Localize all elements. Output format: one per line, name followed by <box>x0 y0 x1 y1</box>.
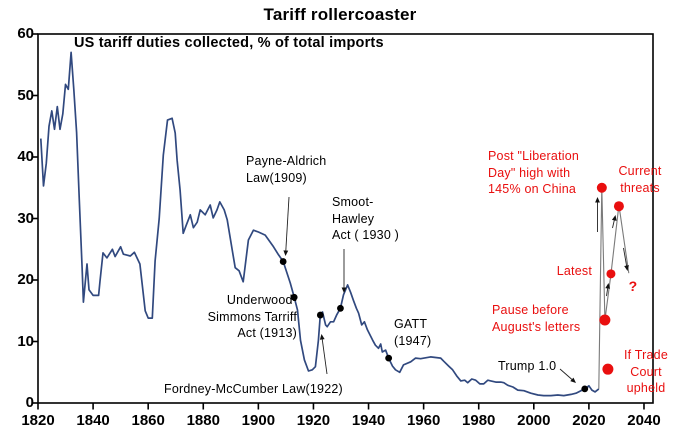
milestone-dot <box>581 385 589 393</box>
milestone-dot <box>337 304 344 312</box>
annotation-liberation-day: Post "Liberation Day" high with 145% on Ch… <box>488 148 579 198</box>
scenario-dot <box>606 269 616 279</box>
annotation-line: Payne-Aldrich <box>246 154 327 168</box>
historical-tariff-line <box>39 51 600 397</box>
y-tick-label: 40 <box>17 148 34 165</box>
annotation-underwood-simmons: Underwood- Simmons Tarriff Act (1913) <box>208 292 297 342</box>
annotation-trump-1-0: Trump 1.0 <box>498 358 556 375</box>
x-tick-label: 1900 <box>241 412 276 429</box>
annotation-line: Day" high with <box>488 165 571 180</box>
annotation-question-mark: ? <box>629 278 638 295</box>
annotation-line: Fordney-McCumber Law(1922) <box>164 382 343 396</box>
x-tick-label: 1880 <box>186 412 220 429</box>
chart-subtitle: US tariff duties collected, % of total i… <box>74 35 384 51</box>
milestone-dot <box>316 311 324 319</box>
y-tick-label: 10 <box>17 332 34 350</box>
x-tick-label: 1920 <box>296 412 331 429</box>
annotation-arrowhead <box>611 215 617 221</box>
x-tick-label: 2000 <box>517 412 551 429</box>
annotation-arrowhead <box>570 377 576 383</box>
annotation-line: August's letters <box>492 319 581 334</box>
milestone-dot <box>279 258 287 265</box>
annotation-line: Post "Liberation <box>488 149 580 163</box>
x-tick-label: 2020 <box>572 412 606 429</box>
annotation-line: ? <box>628 278 638 294</box>
annotation-line: Act ( 1930 ) <box>332 228 400 242</box>
annotation-line: Pause before <box>492 303 569 317</box>
annotation-line: 145% on China <box>488 182 577 196</box>
y-tick-label: 0 <box>25 394 34 411</box>
x-tick-label: 1940 <box>351 412 386 429</box>
annotation-line: Hawley <box>332 211 375 226</box>
annotation-line: upheld <box>626 381 666 395</box>
chart-title: Tariff rollercoaster <box>263 5 417 24</box>
scenario-dot <box>602 363 614 375</box>
x-tick-label: 1840 <box>76 412 110 429</box>
x-tick-label: 1980 <box>462 412 496 429</box>
annotation-payne-aldrich: Payne-Aldrich Law(1909) <box>246 153 326 186</box>
x-tick-label: 1820 <box>21 412 55 429</box>
milestone-dot <box>385 354 393 362</box>
annotation-arrowhead <box>341 287 347 293</box>
milestone-dot <box>290 293 298 301</box>
annotation-pause-before-letters: Pause before August's letters <box>492 302 580 335</box>
scenario-dot <box>596 182 607 193</box>
annotation-line: Underwood- <box>226 293 297 307</box>
annotation-arrow <box>285 196 290 253</box>
y-tick-label: 30 <box>17 209 34 227</box>
annotation-arrowhead <box>319 334 325 340</box>
annotation-arrow <box>321 337 328 375</box>
annotation-line: Trump 1.0 <box>498 359 557 373</box>
annotation-line: Latest <box>556 264 592 278</box>
annotation-arrow <box>623 247 628 268</box>
annotation-arrowhead <box>595 197 600 203</box>
annotation-line: If Trade <box>624 348 668 362</box>
annotation-smoot-hawley: Smoot- Hawley Act ( 1930 ) <box>332 194 399 244</box>
annotation-line: Court <box>630 364 662 379</box>
annotation-line: GATT <box>394 317 428 331</box>
x-tick-label: 2040 <box>627 412 661 429</box>
annotation-arrowhead <box>283 250 289 256</box>
annotation-line: Current <box>618 164 662 178</box>
y-tick-label: 20 <box>17 271 34 288</box>
annotation-gatt: GATT (1947) <box>394 316 431 349</box>
annotation-latest: Latest <box>557 263 592 280</box>
annotation-arrowhead <box>605 283 611 289</box>
annotation-current-threats: Current threats <box>618 163 661 196</box>
annotation-arrowhead <box>624 265 629 271</box>
annotation-line: Law(1909) <box>246 170 307 185</box>
annotation-arrow <box>559 368 574 381</box>
scenario-dot <box>613 201 624 212</box>
annotation-line: (1947) <box>394 333 432 348</box>
annotation-line: Smoot- <box>332 195 374 209</box>
annotation-arrow <box>612 218 616 229</box>
y-tick-label: 50 <box>17 86 34 104</box>
annotation-fordney-mccumber: Fordney-McCumber Law(1922) <box>164 381 343 398</box>
scenario-projection-line <box>598 186 630 389</box>
scenario-dot <box>599 314 611 326</box>
annotation-line: Simmons Tarriff <box>207 309 297 324</box>
annotation-if-trade-court: If Trade Court upheld <box>624 347 668 397</box>
x-tick-label: 1960 <box>406 412 441 429</box>
y-tick-label: 60 <box>17 25 34 42</box>
annotation-arrow <box>606 286 609 297</box>
x-tick-label: 1860 <box>131 412 165 429</box>
annotation-line: Act (1913) <box>237 326 297 340</box>
annotation-line: threats <box>620 180 660 195</box>
